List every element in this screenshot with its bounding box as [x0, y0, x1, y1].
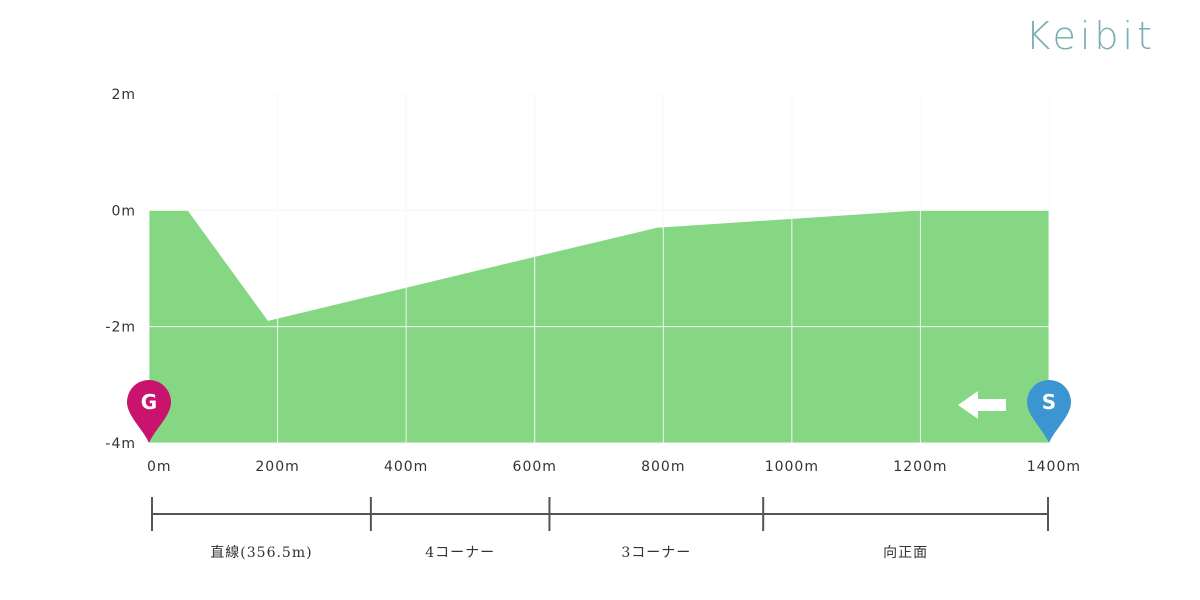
x-tick-label: 1400m — [1027, 459, 1081, 475]
course-sections: 直線(356.5m) 4コーナー 3コーナー 向正面 — [151, 497, 1049, 561]
section-label: 4コーナー — [425, 545, 495, 561]
x-tick-label: 600m — [513, 459, 557, 475]
y-tick-label: 0m — [111, 203, 136, 219]
pin-shape — [1027, 380, 1071, 443]
y-tick-label: 2m — [111, 87, 136, 103]
x-axis-ticks: 0m 200m 400m 600m 800m 1000m 1200m 1400m — [147, 459, 1081, 475]
direction-arrow-icon — [958, 391, 1006, 419]
grid-overlay — [148, 93, 1050, 444]
section-label: 向正面 — [883, 545, 928, 561]
y-tick-label: -2m — [105, 320, 136, 336]
x-tick-label: 400m — [384, 459, 428, 475]
x-tick-label: 200m — [255, 459, 299, 475]
x-tick-label: 800m — [641, 459, 685, 475]
marker-s-pin: S — [1027, 380, 1071, 443]
pin-letter: S — [1042, 390, 1056, 414]
pin-shape — [127, 380, 171, 443]
section-label: 3コーナー — [621, 545, 691, 561]
section-label: 直線(356.5m) — [210, 544, 312, 561]
x-tick-label: 1200m — [893, 459, 947, 475]
marker-g-pin: G — [127, 380, 171, 443]
pin-letter: G — [141, 390, 157, 414]
x-tick-label: 1000m — [765, 459, 819, 475]
y-axis-ticks: 2m 0m -2m -4m — [105, 87, 136, 452]
y-tick-label: -4m — [105, 436, 136, 452]
x-tick-label: 0m — [147, 459, 172, 475]
keibit-logo: Keibit — [1025, 14, 1156, 58]
